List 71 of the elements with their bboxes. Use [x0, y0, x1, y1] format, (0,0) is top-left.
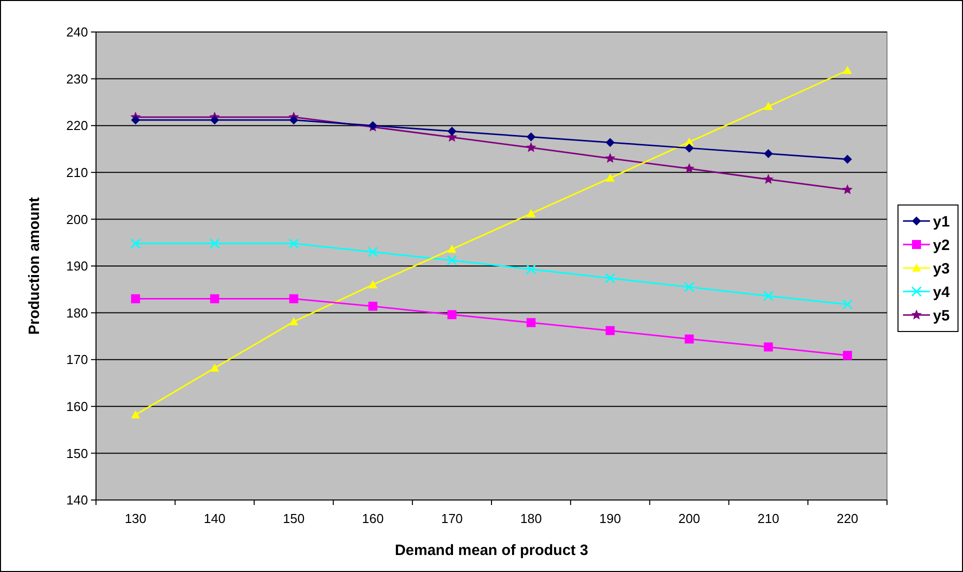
y-tick-label: 220 — [66, 118, 88, 134]
legend-label: y3 — [933, 260, 950, 278]
point — [288, 238, 299, 249]
point — [289, 294, 298, 304]
legend-label: y4 — [933, 284, 950, 301]
y-tick-label: 230 — [66, 71, 88, 86]
y-tick-label: 170 — [66, 352, 88, 368]
x-tick-label: 190 — [599, 511, 621, 526]
x-axis-title: Demand mean of product 3 — [394, 542, 588, 559]
y-tick-label: 180 — [66, 305, 88, 320]
point — [764, 149, 773, 158]
x-tick-label: 130 — [124, 511, 146, 526]
point — [604, 272, 616, 284]
y-tick-label: 160 — [66, 398, 88, 414]
point — [289, 115, 298, 124]
point — [606, 174, 615, 182]
point — [526, 264, 536, 275]
point — [684, 144, 694, 153]
point — [130, 238, 141, 249]
point — [842, 154, 852, 164]
y-tick-label: 200 — [66, 212, 88, 227]
point — [684, 334, 694, 344]
point — [684, 163, 694, 174]
point — [842, 350, 852, 360]
point — [210, 364, 220, 372]
point — [209, 238, 220, 249]
point — [604, 152, 616, 163]
y-tick-label: 140 — [66, 492, 88, 508]
point — [131, 294, 140, 304]
point — [842, 66, 852, 74]
legend-label: y1 — [933, 213, 950, 230]
point — [684, 282, 694, 292]
point — [210, 294, 220, 304]
legend-label: y5 — [933, 307, 950, 324]
point — [526, 209, 536, 218]
point — [526, 318, 536, 328]
x-tick-label: 220 — [836, 511, 858, 526]
point — [131, 410, 140, 418]
x-tick-label: 180 — [520, 511, 542, 526]
x-tick-label: 210 — [758, 511, 780, 526]
point — [368, 302, 378, 311]
x-tick-label: 150 — [282, 511, 305, 526]
point — [526, 142, 536, 152]
point — [446, 255, 458, 266]
x-tick-label: 160 — [362, 511, 384, 526]
point — [763, 174, 774, 184]
point — [764, 342, 773, 352]
point — [447, 126, 456, 136]
point — [763, 290, 774, 302]
x-tick-label: 170 — [441, 511, 463, 526]
legend-label: y2 — [933, 236, 950, 254]
x-tick-label: 200 — [678, 511, 700, 526]
point — [842, 184, 853, 194]
point — [131, 115, 140, 124]
point — [289, 317, 298, 326]
point — [368, 246, 378, 258]
point — [368, 280, 378, 288]
x-tick-label: 140 — [204, 511, 226, 526]
point — [764, 102, 773, 110]
point — [606, 138, 615, 147]
y-axis-title: Production amount — [26, 197, 43, 335]
y-tick-label: 150 — [66, 446, 88, 461]
y-tick-label: 240 — [66, 24, 88, 40]
point — [526, 132, 536, 142]
point — [210, 115, 220, 124]
y-tick-label: 210 — [66, 164, 88, 180]
point — [606, 326, 615, 336]
point — [447, 310, 456, 320]
point — [842, 299, 853, 310]
point — [447, 244, 456, 253]
y-tick-label: 190 — [66, 258, 88, 274]
